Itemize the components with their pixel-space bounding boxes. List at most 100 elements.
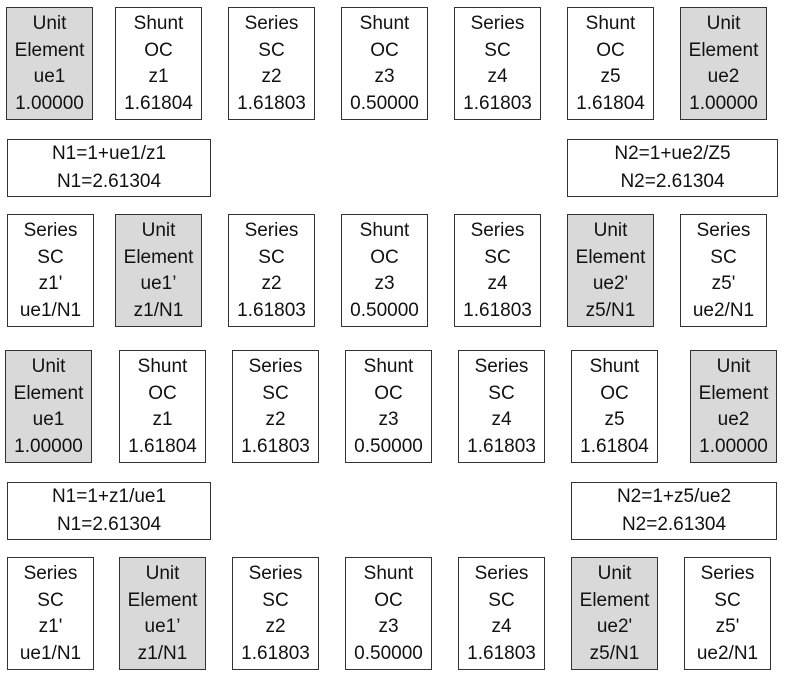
element-box: Series SC z4 1.61803 <box>458 557 545 670</box>
element-line: Unit <box>706 12 741 34</box>
element-line: z1 <box>148 66 169 88</box>
element-line: 1.61804 <box>580 436 649 458</box>
element-box: Unit Element ue1’ z1/N1 <box>115 214 202 327</box>
element-line: 1.61803 <box>467 436 536 458</box>
element-line: OC <box>148 382 177 404</box>
element-box: Series SC z2 1.61803 <box>232 557 319 670</box>
element-line: 1.61803 <box>467 643 536 665</box>
element-line: Series <box>244 12 299 34</box>
element-line: ue1/N1 <box>19 643 82 665</box>
element-line: OC <box>370 246 399 268</box>
element-line: Series <box>248 562 303 584</box>
element-box: Shunt OC z5 1.61804 <box>567 7 654 120</box>
element-line: ue2 <box>717 409 750 431</box>
element-line: Shunt <box>359 12 410 34</box>
element-line: 1.61803 <box>237 300 306 322</box>
element-line: 1.00000 <box>699 436 768 458</box>
element-line: z3 <box>378 616 399 638</box>
element-line: z3 <box>374 273 395 295</box>
element-line: z5' <box>711 273 736 295</box>
element-line: Unit <box>716 355 751 377</box>
element-box: Unit Element ue2' z5/N1 <box>571 557 658 670</box>
element-box: Series SC z1' ue1/N1 <box>7 214 94 327</box>
element-box: Unit Element ue2 1.00000 <box>680 7 767 120</box>
element-row-3: Unit Element ue1 1.00000 Shunt OC z1 1.61804 Ser… <box>0 350 787 465</box>
element-box: Shunt OC z1 1.61804 <box>119 350 206 463</box>
element-line: z5 <box>600 66 621 88</box>
equation-line: N2=2.61304 <box>620 171 725 192</box>
element-line: z4 <box>487 273 508 295</box>
element-line: OC <box>374 589 403 611</box>
element-box: Series SC z4 1.61803 <box>458 350 545 463</box>
element-line: z5 <box>604 409 625 431</box>
element-line: z1' <box>38 616 63 638</box>
equation-line: N1=2.61304 <box>56 171 162 192</box>
element-line: 1.61803 <box>241 643 310 665</box>
element-line: Series <box>244 219 299 241</box>
element-box: Series SC z2 1.61803 <box>228 214 315 327</box>
element-line: Shunt <box>133 12 184 34</box>
element-line: Shunt <box>585 12 636 34</box>
element-line: SC <box>258 246 285 268</box>
equation-line: N2=1+z5/ue2 <box>616 486 732 508</box>
element-line: Element <box>127 589 198 611</box>
element-line: Shunt <box>363 355 414 377</box>
equation-line: N2=2.61304 <box>621 514 727 535</box>
element-line: ue2/N1 <box>696 643 759 665</box>
element-box: Series SC z4 1.61803 <box>454 7 541 120</box>
element-line: SC <box>262 382 289 404</box>
element-line: Unit <box>31 355 66 377</box>
element-line: Element <box>575 246 646 268</box>
element-line: 1.61803 <box>463 300 532 322</box>
element-line: SC <box>714 589 741 611</box>
element-line: z5/N1 <box>589 643 640 665</box>
element-line: z1 <box>152 409 173 431</box>
element-line: 1.61803 <box>237 93 306 115</box>
element-line: z2 <box>265 409 286 431</box>
element-line: Unit <box>145 562 180 584</box>
element-line: Series <box>696 219 751 241</box>
element-line: Series <box>700 562 755 584</box>
element-line: Element <box>698 382 769 404</box>
element-box: Unit Element ue1 1.00000 <box>6 7 93 120</box>
equation-line: N2=1+ue2/Z5 <box>614 143 731 165</box>
equation-box-left: N1=1+z1/ue1 N1=2.61304 <box>7 482 211 540</box>
element-line: z5' <box>715 616 740 638</box>
equation-box-right: N2=1+ue2/Z5 N2=2.61304 <box>567 139 778 197</box>
element-line: Element <box>579 589 650 611</box>
element-line: OC <box>596 39 625 61</box>
element-row-1: Unit Element ue1 1.00000 Shunt OC z1 1.61804 Ser… <box>0 7 787 122</box>
element-line: 1.00000 <box>689 93 758 115</box>
equation-line: N1=2.61304 <box>56 514 162 535</box>
element-line: z2 <box>265 616 286 638</box>
element-line: z2 <box>261 66 282 88</box>
element-line: SC <box>488 589 515 611</box>
element-line: z1' <box>38 273 63 295</box>
element-line: SC <box>262 589 289 611</box>
equation-box-right: N2=1+z5/ue2 N2=2.61304 <box>571 482 777 540</box>
element-line: z5/N1 <box>585 300 636 322</box>
element-box: Series SC z4 1.61803 <box>454 214 541 327</box>
element-line: 1.00000 <box>14 436 83 458</box>
element-line: z4 <box>487 66 508 88</box>
element-line: Series <box>470 219 525 241</box>
element-line: ue2/N1 <box>692 300 755 322</box>
element-line: z4 <box>491 616 512 638</box>
element-line: OC <box>144 39 173 61</box>
equation-line: N1=1+z1/ue1 <box>51 486 167 508</box>
element-box: Unit Element ue1’ z1/N1 <box>119 557 206 670</box>
element-line: Shunt <box>363 562 414 584</box>
equation-line: N1=1+ue1/z1 <box>51 143 167 165</box>
element-line: SC <box>710 246 737 268</box>
element-line: Series <box>474 562 529 584</box>
element-line: 0.50000 <box>354 643 423 665</box>
element-line: 0.50000 <box>350 300 419 322</box>
element-line: OC <box>600 382 629 404</box>
element-line: SC <box>37 246 64 268</box>
element-box: Unit Element ue2' z5/N1 <box>567 214 654 327</box>
element-line: Element <box>123 246 194 268</box>
element-line: ue1 <box>33 66 66 88</box>
element-line: z3 <box>374 66 395 88</box>
element-line: Element <box>688 39 759 61</box>
element-box: Shunt OC z3 0.50000 <box>341 7 428 120</box>
